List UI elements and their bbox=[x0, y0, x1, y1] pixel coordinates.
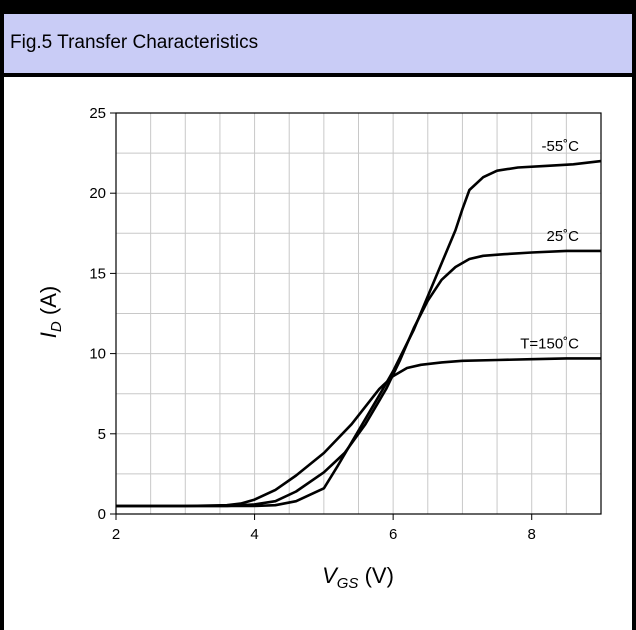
series-label-2: T=150˚C bbox=[520, 335, 579, 352]
y-axis-title-subscript: D bbox=[48, 321, 65, 332]
y-tick-label: 20 bbox=[89, 185, 106, 202]
right-border bbox=[632, 77, 636, 630]
series-labels: -55˚C 25˚C T=150˚C bbox=[520, 138, 579, 352]
y-axis-title-unit: (A) bbox=[36, 286, 61, 321]
series-line-1 bbox=[116, 249, 601, 508]
figure-title: Fig.5 Transfer Characteristics bbox=[10, 32, 259, 53]
top-border bbox=[0, 0, 636, 14]
x-axis-ticks: 2 4 6 8 bbox=[112, 514, 536, 543]
chart-grid bbox=[116, 113, 601, 514]
left-border bbox=[0, 77, 4, 630]
y-tick-label: 5 bbox=[98, 426, 106, 443]
y-axis-title-main: I bbox=[36, 332, 61, 338]
series-label-0: -55˚C bbox=[541, 138, 579, 155]
x-axis-title-main: V bbox=[322, 563, 339, 588]
x-tick-label: 8 bbox=[528, 526, 536, 543]
x-tick-label: 6 bbox=[389, 526, 397, 543]
y-tick-label: 0 bbox=[98, 506, 106, 523]
y-tick-label: 15 bbox=[89, 265, 106, 282]
chart-series bbox=[116, 159, 602, 508]
x-axis-title-subscript: GS bbox=[337, 575, 359, 592]
plot-area bbox=[115, 112, 602, 515]
x-axis-title: VGS (V) bbox=[322, 563, 394, 592]
x-tick-label: 4 bbox=[250, 526, 258, 543]
header-divider bbox=[0, 73, 636, 77]
y-axis-ticks: 0 5 10 15 20 25 bbox=[89, 105, 116, 523]
y-axis-title: ID (A) bbox=[36, 286, 65, 338]
series-label-1: 25˚C bbox=[546, 228, 579, 245]
figure-header: Fig.5 Transfer Characteristics bbox=[0, 14, 636, 73]
y-tick-label: 10 bbox=[89, 346, 106, 363]
plot-border bbox=[115, 112, 602, 515]
series-line-2 bbox=[116, 357, 601, 508]
x-tick-label: 2 bbox=[112, 526, 120, 543]
x-axis-title-unit: (V) bbox=[358, 563, 393, 588]
y-tick-label: 25 bbox=[89, 105, 106, 122]
